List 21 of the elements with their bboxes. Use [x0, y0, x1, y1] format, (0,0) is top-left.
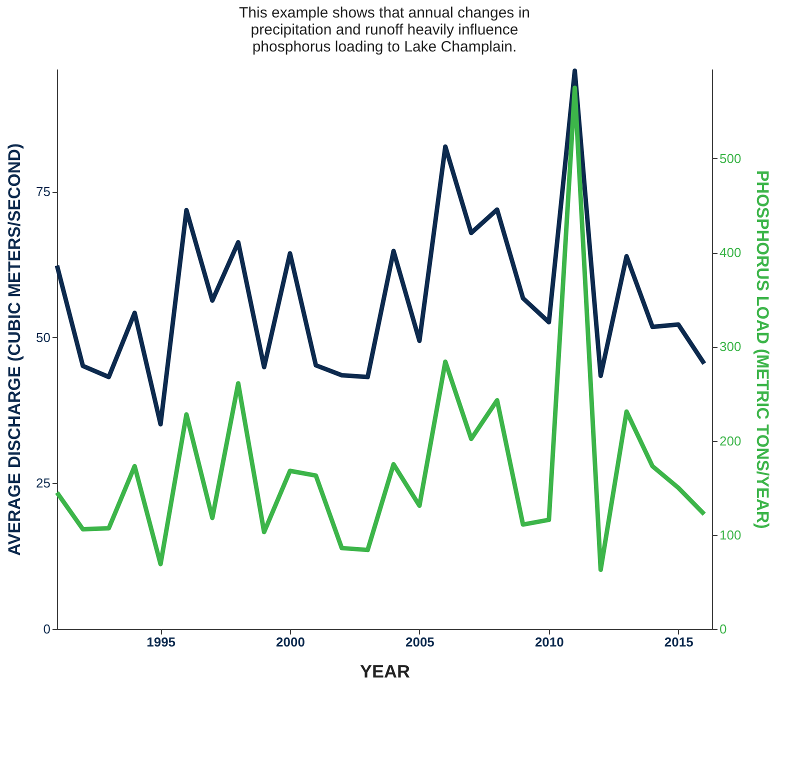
- y-tick-label: 25: [36, 476, 50, 491]
- y2-tick-label: 300: [720, 339, 742, 354]
- y2-tick-label: 200: [720, 433, 742, 448]
- y2-tick-label: 400: [720, 245, 742, 260]
- line-series: [54, 86, 706, 572]
- y-tick-label: 75: [36, 184, 50, 199]
- x-tick-label: 2015: [664, 634, 694, 650]
- y2-tick-label: 100: [720, 527, 742, 542]
- x-axis-title: YEAR: [360, 662, 410, 682]
- line-series: [54, 68, 706, 426]
- y2-tick-label: 500: [720, 150, 742, 166]
- y-tick-label: 50: [36, 330, 50, 345]
- x-tick-label: 2010: [534, 634, 564, 650]
- y2-axis-title: PHOSPHORUS LOAD (METRIC TONS/YEAR): [753, 170, 772, 529]
- y2-tick-label: 0: [720, 622, 727, 636]
- x-tick-label: 2005: [405, 634, 434, 650]
- y-tick-label: 0: [43, 622, 50, 636]
- x-tick-label: 1995: [146, 634, 176, 650]
- y-axis-title: AVERAGE DISCHARGE (CUBIC METERS/SECOND): [5, 143, 24, 556]
- chart-title: This example shows that annual changes in precipitation and runoff heavily influence phosphorus loading to Lake Champlain.: [238, 4, 530, 56]
- x-tick-label: 2000: [276, 634, 305, 650]
